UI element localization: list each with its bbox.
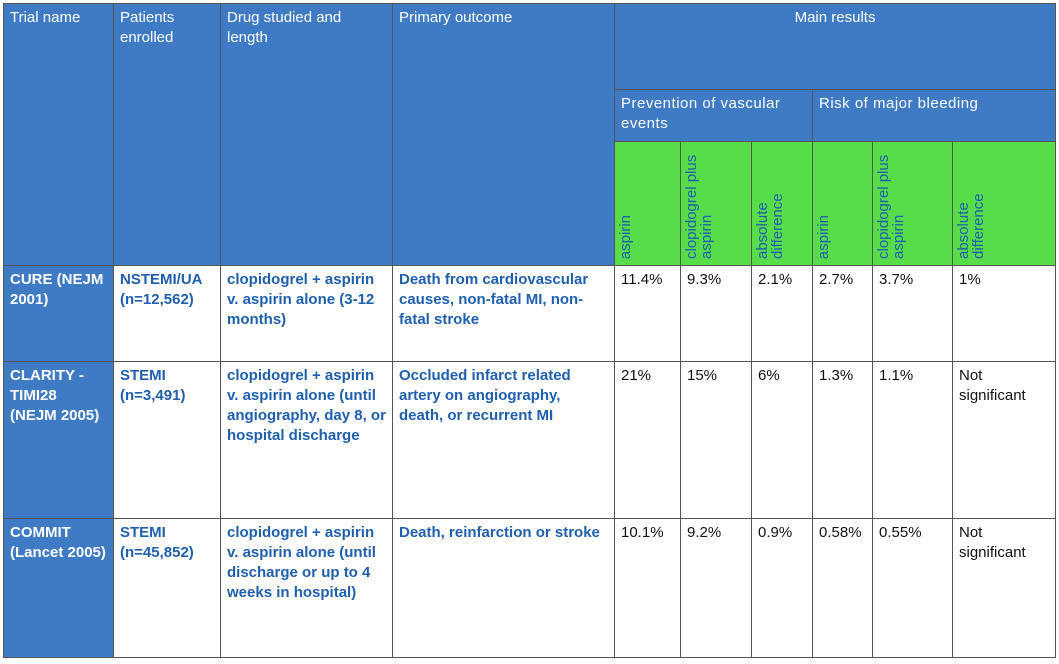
col-prev-abs-diff: absolute difference <box>751 141 813 266</box>
col-bleed-aspirin: aspirin <box>812 141 873 266</box>
patients-cell: NSTEMI/UA (n=12,562) <box>113 265 221 362</box>
outcome-cell: Death, reinfarction or stroke <box>392 518 615 658</box>
col-bleed-aspirin-label: aspirin <box>815 214 832 259</box>
drug-cell: clopidogrel + aspirin v. aspirin alone (… <box>220 518 393 658</box>
drug-cell: clopidogrel + aspirin v. aspirin alone (… <box>220 361 393 519</box>
header-row-1: Trial name Patients enrolled Drug studie… <box>3 3 1057 266</box>
header-patients: Patients enrolled <box>113 3 221 266</box>
trial-name-cell: COMMIT (Lancet 2005) <box>3 518 114 658</box>
col-prev-abs-diff-label: absolute difference <box>754 193 786 259</box>
table-row: COMMIT (Lancet 2005) STEMI (n=45,852) cl… <box>3 518 1057 658</box>
bleed-clopidogrel-cell: 1.1% <box>872 361 953 519</box>
col-bleed-abs-diff-label: absolute difference <box>955 193 987 259</box>
header-drug: Drug studied and length <box>220 3 393 266</box>
header-prevention: Prevention of vascular events <box>614 89 813 142</box>
header-row-3: aspirin clopidogrel plus aspirin absolut… <box>4 141 1057 266</box>
col-prev-clopidogrel: clopidogrel plus aspirin <box>680 141 752 266</box>
trials-table: Trial name Patients enrolled Drug studie… <box>3 3 1057 658</box>
prev-diff-cell: 2.1% <box>751 265 813 362</box>
prev-clopidogrel-cell: 9.3% <box>680 265 752 362</box>
prev-clopidogrel-cell: 15% <box>680 361 752 519</box>
bleed-diff-cell: 1% <box>951 265 1057 362</box>
prev-clopidogrel-cell: 9.2% <box>680 518 752 658</box>
prev-aspirin-cell: 11.4% <box>614 265 681 362</box>
prev-diff-cell: 6% <box>751 361 813 519</box>
drug-cell: clopidogrel + aspirin v. aspirin alone (… <box>220 265 393 362</box>
trial-name-cell: CURE (NEJM 2001) <box>3 265 114 362</box>
bleed-aspirin-cell: 0.58% <box>812 518 873 658</box>
outcome-cell: Occluded infarct related artery on angio… <box>392 361 615 519</box>
outcome-cell: Death from cardiovascular causes, non-fa… <box>392 265 615 362</box>
bleed-diff-cell: Not significant <box>951 518 1057 658</box>
prev-diff-cell: 0.9% <box>751 518 813 658</box>
col-bleed-clopidogrel-label: clopidogrel plus aspirin <box>875 154 907 259</box>
bleed-aspirin-cell: 2.7% <box>812 265 873 362</box>
prev-aspirin-cell: 10.1% <box>614 518 681 658</box>
prev-aspirin-cell: 21% <box>614 361 681 519</box>
bleed-aspirin-cell: 1.3% <box>812 361 873 519</box>
col-bleed-abs-diff: absolute difference <box>951 141 1057 266</box>
patients-cell: STEMI (n=45,852) <box>113 518 221 658</box>
header-trial-name: Trial name <box>3 3 114 266</box>
bleed-clopidogrel-cell: 0.55% <box>872 518 953 658</box>
patients-cell: STEMI (n=3,491) <box>113 361 221 519</box>
header-main-results: Main results <box>613 3 1057 90</box>
header-outcome: Primary outcome <box>392 3 615 266</box>
col-prev-aspirin: aspirin <box>614 141 681 266</box>
bleed-diff-cell: Not significant <box>951 361 1057 519</box>
header-bleeding: Risk of major bleeding <box>811 89 1057 142</box>
bleed-clopidogrel-cell: 3.7% <box>872 265 953 362</box>
header-row-2: Prevention of vascular events Risk of ma… <box>4 89 1057 142</box>
trial-name-cell: CLARITY -TIMI28 (NEJM 2005) <box>3 361 114 519</box>
table-row: CURE (NEJM 2001) NSTEMI/UA (n=12,562) cl… <box>3 265 1057 362</box>
col-prev-clopidogrel-label: clopidogrel plus aspirin <box>683 154 715 259</box>
table-row: CLARITY -TIMI28 (NEJM 2005) STEMI (n=3,4… <box>3 361 1057 519</box>
col-prev-aspirin-label: aspirin <box>617 214 634 259</box>
col-bleed-clopidogrel: clopidogrel plus aspirin <box>872 141 953 266</box>
